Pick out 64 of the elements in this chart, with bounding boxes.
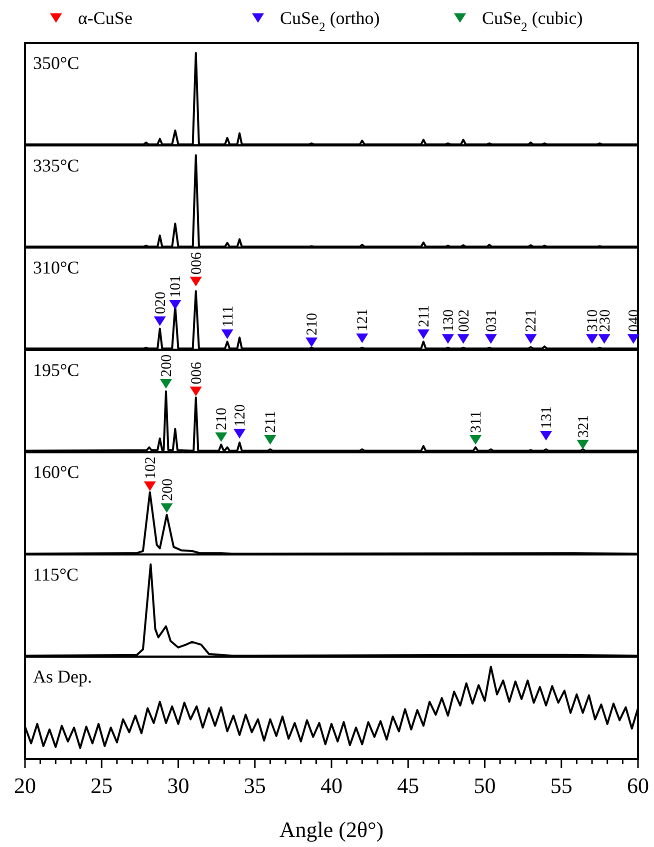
annotation: 210 (214, 408, 230, 430)
point (586, 334, 598, 344)
annotation: 101 (168, 275, 184, 298)
annotation: 020 (152, 292, 169, 314)
point (524, 334, 537, 344)
x-tick-label: 50 (474, 773, 496, 798)
point (306, 338, 318, 348)
x-tick-label: 60 (627, 773, 649, 798)
point (576, 440, 589, 450)
x-axis-title: Angle (2θ°) (279, 817, 384, 842)
annotation: 230 (597, 309, 614, 332)
x-tick-label: 55 (550, 773, 572, 798)
text: 195°C (33, 360, 80, 380)
point (160, 379, 172, 389)
x-tick-label: 25 (90, 773, 113, 798)
point (234, 428, 246, 439)
point (598, 334, 610, 344)
annotation: 006 (188, 252, 205, 275)
annotation: 321 (576, 415, 592, 438)
annotation: 131 (539, 406, 556, 429)
annotation: 210 (304, 312, 321, 336)
annotation: 211 (263, 410, 280, 433)
point (190, 276, 202, 286)
legend-label: α-CuSe (78, 8, 132, 28)
x-tick-label: 35 (244, 773, 266, 798)
annotation: 120 (232, 404, 249, 427)
point (221, 329, 234, 339)
point (154, 316, 166, 326)
annotation: 121 (355, 308, 372, 332)
x-tick-label: 20 (14, 773, 36, 798)
x-tick-label: 45 (397, 773, 420, 798)
point (264, 435, 276, 445)
annotation: 200 (160, 478, 176, 501)
annotation: 350°C (33, 53, 80, 73)
point (627, 334, 640, 344)
annotation: 002 (456, 309, 472, 332)
point (417, 329, 430, 339)
x-tick-label: 40 (320, 773, 342, 798)
point (484, 334, 497, 344)
annotation: 031 (484, 309, 500, 332)
text: 160°C (33, 462, 80, 482)
legend-label: CuSe$_{2}$ (cubic) (482, 8, 583, 34)
annotation: 200 (158, 354, 175, 377)
point (442, 334, 454, 344)
point (470, 435, 482, 445)
point (169, 300, 182, 310)
annotation: 221 (524, 309, 540, 332)
annotation: 111 (220, 306, 236, 328)
annotation: 102 (142, 456, 159, 480)
annotation: 006 (188, 361, 205, 384)
point (190, 386, 202, 396)
legend-label: CuSe$_{2}$ (ortho) (280, 8, 380, 34)
x-tick-label: 30 (167, 773, 190, 798)
point (356, 333, 368, 344)
point (457, 334, 470, 344)
annotation: 130 (440, 309, 457, 332)
annotation: 115°C (33, 564, 79, 584)
text: 310°C (33, 258, 80, 278)
annotation: 311 (468, 410, 485, 433)
annotation: 335°C (33, 155, 80, 176)
annotation: As Dep. (33, 666, 92, 687)
point (215, 432, 228, 442)
point (540, 430, 552, 441)
annotation: 211 (416, 305, 432, 328)
